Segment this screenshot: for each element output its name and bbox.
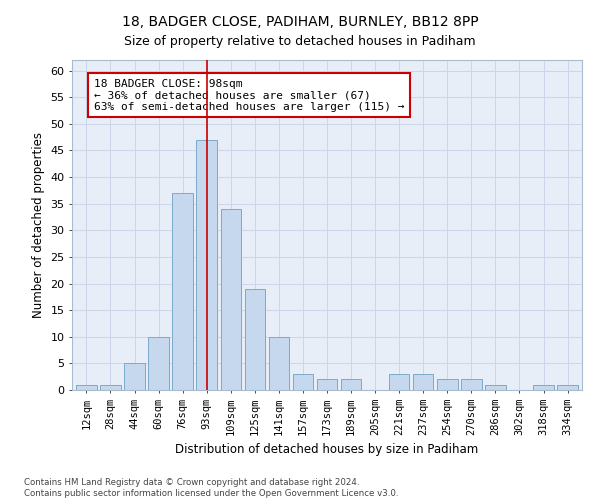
Bar: [293, 374, 313, 390]
Bar: [413, 374, 433, 390]
Bar: [148, 337, 169, 390]
Text: 18 BADGER CLOSE: 98sqm
← 36% of detached houses are smaller (67)
63% of semi-det: 18 BADGER CLOSE: 98sqm ← 36% of detached…: [94, 78, 404, 112]
Bar: [341, 380, 361, 390]
Bar: [100, 384, 121, 390]
Bar: [172, 193, 193, 390]
Bar: [557, 384, 578, 390]
Text: Size of property relative to detached houses in Padiham: Size of property relative to detached ho…: [124, 35, 476, 48]
Bar: [461, 380, 482, 390]
Bar: [269, 337, 289, 390]
Bar: [245, 289, 265, 390]
Bar: [533, 384, 554, 390]
Y-axis label: Number of detached properties: Number of detached properties: [32, 132, 44, 318]
Bar: [317, 380, 337, 390]
Bar: [485, 384, 506, 390]
Text: Contains HM Land Registry data © Crown copyright and database right 2024.
Contai: Contains HM Land Registry data © Crown c…: [24, 478, 398, 498]
Bar: [76, 384, 97, 390]
X-axis label: Distribution of detached houses by size in Padiham: Distribution of detached houses by size …: [175, 444, 479, 456]
Bar: [437, 380, 458, 390]
Bar: [389, 374, 409, 390]
Bar: [124, 364, 145, 390]
Bar: [221, 209, 241, 390]
Bar: [196, 140, 217, 390]
Text: 18, BADGER CLOSE, PADIHAM, BURNLEY, BB12 8PP: 18, BADGER CLOSE, PADIHAM, BURNLEY, BB12…: [122, 15, 478, 29]
